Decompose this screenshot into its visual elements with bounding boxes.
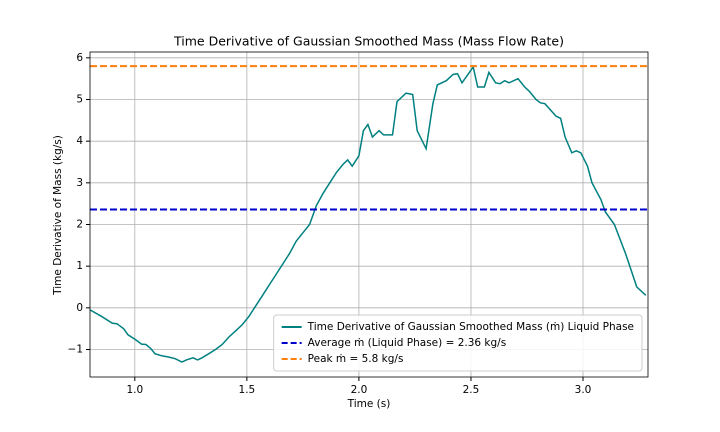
chart-title: Time Derivative of Gaussian Smoothed Mas… <box>173 34 564 49</box>
x-tick-label: 2.5 <box>463 384 480 396</box>
legend-label: Time Derivative of Gaussian Smoothed Mas… <box>307 321 634 333</box>
legend-label: Average ṁ (Liquid Phase) = 2.36 kg/s <box>308 337 507 349</box>
legend-box <box>273 314 643 372</box>
legend-label: Peak ṁ = 5.8 kg/s <box>308 353 404 365</box>
y-tick-label: 0 <box>76 302 83 314</box>
y-tick-label: 2 <box>76 219 83 231</box>
x-axis-label: Time (s) <box>347 398 391 410</box>
x-tick-label: 2.0 <box>351 384 368 396</box>
y-tick-label: 5 <box>76 94 83 106</box>
y-tick-label: 4 <box>76 135 83 147</box>
y-tick-label: −1 <box>68 344 83 356</box>
plot-frame <box>89 51 649 378</box>
x-tick-label: 3.0 <box>575 384 592 396</box>
data-line <box>89 65 647 363</box>
y-axis-label: Time Derivative of Mass (kg/s) <box>52 135 64 296</box>
y-tick-label: 1 <box>76 260 83 272</box>
y-tick-label: 3 <box>76 177 83 189</box>
x-tick-label: 1.0 <box>126 384 143 396</box>
x-tick-label: 1.5 <box>239 384 256 396</box>
y-tick-label: 6 <box>76 52 83 64</box>
legend: Time Derivative of Gaussian Smoothed Mas… <box>273 314 643 372</box>
